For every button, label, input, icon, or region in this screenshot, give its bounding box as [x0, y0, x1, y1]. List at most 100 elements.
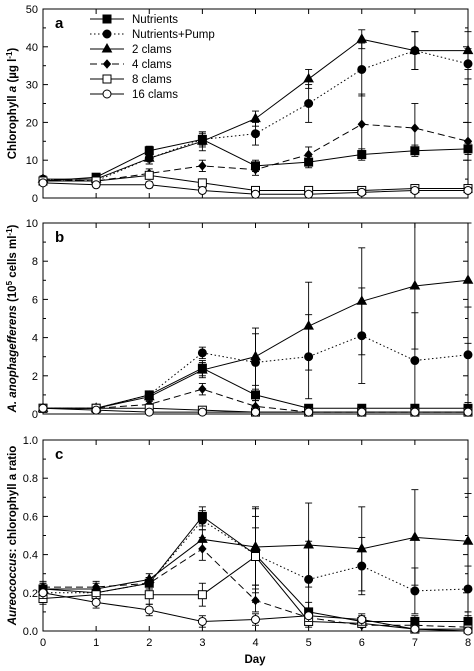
open-square-marker — [197, 590, 207, 600]
y-axis-label: Chlorophyll a (µg l-1) — [5, 48, 19, 160]
filled-triangle-marker — [303, 72, 314, 83]
open-circle-marker — [304, 189, 314, 199]
panel-letter: a — [55, 15, 64, 32]
panel-a: 0 10 20 30 40 50 a Chlorophyll a (µg l-1) — [5, 4, 474, 205]
legend-item: 4 clams — [90, 59, 172, 71]
legend-label: Nutrients+Pump — [132, 29, 215, 41]
open-circle-marker — [357, 187, 367, 197]
open-circle-marker — [144, 180, 154, 190]
filled-circle-marker — [102, 29, 112, 39]
filled-triangle-marker — [101, 42, 113, 53]
y-tick-label: 0.4 — [23, 550, 38, 562]
series-16-clams — [38, 586, 473, 636]
y-tick-label: 4 — [32, 333, 38, 345]
series-line — [43, 388, 468, 413]
y-axis-label: A. anophagefferens (105 cells ml-1) — [5, 224, 19, 413]
open-square-marker — [144, 590, 154, 600]
legend-item: Nutrients — [90, 14, 178, 26]
open-circle-marker — [410, 185, 420, 195]
filled-diamond-marker — [251, 164, 260, 175]
series-16-clams — [38, 403, 473, 417]
y-tick-label: 40 — [26, 42, 38, 54]
y-tick-label: 2 — [32, 371, 38, 383]
filled-diamond-marker — [198, 384, 207, 394]
open-circle-marker — [144, 407, 154, 417]
x-tick-label: 8 — [465, 637, 471, 649]
open-circle-marker — [38, 178, 48, 188]
legend-item: 16 clams — [90, 89, 178, 101]
open-circle-marker — [410, 407, 420, 417]
filled-diamond-marker — [357, 119, 366, 130]
open-square-marker — [251, 552, 260, 562]
open-circle-marker — [197, 616, 207, 626]
open-circle-marker — [38, 588, 48, 598]
x-tick-label: 0 — [40, 637, 46, 649]
y-tick-label: 1.0 — [23, 435, 38, 447]
legend-item: Nutrients+Pump — [90, 29, 215, 41]
filled-triangle-marker — [303, 539, 314, 549]
open-square-marker — [144, 170, 154, 180]
series-2-clams — [37, 29, 474, 183]
open-circle-marker — [463, 407, 473, 417]
open-circle-marker — [251, 407, 260, 417]
filled-diamond-marker — [102, 59, 112, 69]
y-tick-label: 10 — [26, 155, 38, 167]
legend-item: 2 clams — [90, 42, 172, 56]
filled-triangle-marker — [409, 280, 421, 290]
filled-triangle-marker — [462, 274, 474, 284]
y-tick-label: 0.8 — [23, 473, 38, 485]
open-circle-marker — [144, 605, 154, 615]
open-circle-marker — [410, 624, 420, 634]
filled-circle-marker — [197, 348, 207, 358]
open-circle-marker — [463, 626, 473, 636]
y-tick-label: 10 — [26, 218, 38, 230]
legend: Nutrients Nutrients+Pump 2 clams 4 clams 8 c… — [90, 14, 215, 101]
open-circle-marker — [38, 403, 48, 413]
legend-label: 4 clams — [132, 59, 172, 71]
open-circle-marker — [102, 89, 112, 99]
filled-diamond-marker — [198, 161, 207, 171]
legend-label: 2 clams — [132, 44, 172, 56]
filled-triangle-marker — [462, 44, 474, 55]
open-circle-marker — [304, 407, 314, 417]
filled-triangle-marker — [197, 135, 208, 145]
filled-diamond-marker — [304, 149, 313, 160]
filled-triangle-marker — [409, 531, 421, 541]
filled-circle-marker — [357, 64, 367, 74]
open-circle-marker — [463, 185, 473, 195]
filled-circle-marker — [251, 129, 260, 139]
series-2-clams — [37, 222, 474, 412]
legend-label: Nutrients — [132, 14, 178, 26]
filled-diamond-marker — [198, 544, 207, 554]
panel-letter: b — [55, 229, 64, 246]
open-circle-marker — [357, 615, 367, 625]
open-square-marker — [197, 178, 207, 188]
open-circle-marker — [91, 180, 101, 190]
x-axis-label: Day — [244, 654, 266, 666]
y-tick-label: 50 — [26, 4, 38, 16]
filled-triangle-marker — [462, 535, 474, 545]
y-tick-label: 8 — [32, 256, 38, 268]
x-tick-label: 7 — [412, 637, 418, 649]
x-tick-label: 3 — [199, 637, 205, 649]
y-tick-label: 6 — [32, 294, 38, 306]
y-tick-label: 20 — [26, 117, 38, 129]
filled-triangle-marker — [409, 44, 421, 55]
open-circle-marker — [197, 407, 207, 417]
filled-circle-marker — [304, 99, 314, 108]
open-circle-marker — [197, 185, 207, 195]
open-circle-marker — [91, 405, 101, 415]
y-axis-label: Aureococcus: chlorophyll a ratio — [7, 446, 19, 627]
filled-triangle-marker — [250, 350, 261, 361]
open-circle-marker — [304, 611, 314, 621]
open-circle-marker — [251, 615, 260, 625]
y-tick-label: 0.2 — [23, 588, 38, 600]
filled-triangle-marker — [250, 112, 261, 123]
y-tick-label: 0.6 — [23, 511, 38, 523]
series-16-clams — [38, 178, 473, 199]
legend-label: 16 clams — [132, 89, 178, 101]
filled-triangle-marker — [303, 320, 314, 330]
y-tick-label: 0.0 — [23, 626, 38, 638]
x-tick-label: 2 — [146, 637, 152, 649]
